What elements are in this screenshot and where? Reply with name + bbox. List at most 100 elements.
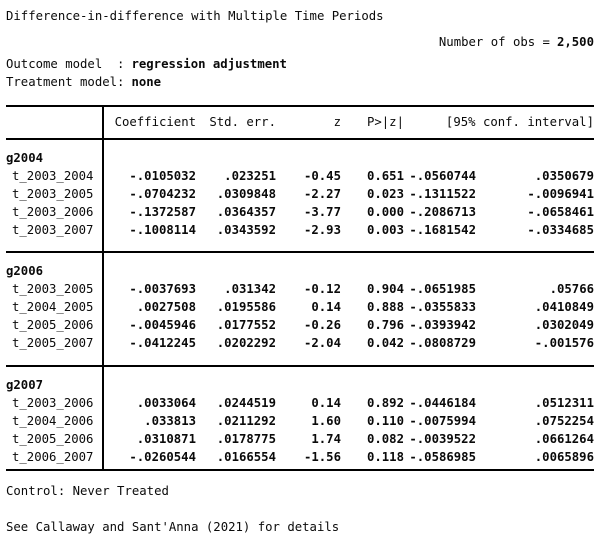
z-cell: 0.14 <box>311 300 341 314</box>
table-row: t_2003_2006 -.1372587 .0364357 -3.77 0.0… <box>6 203 594 221</box>
control-note: Control: Never Treated <box>6 484 169 498</box>
table-row: t_2004_2006 .033813 .0211292 1.60 0.110 … <box>6 412 594 430</box>
std-err-cell: .0309848 <box>216 187 276 201</box>
table-row: t_2005_2007 -.0412245 .0202292 -2.04 0.0… <box>6 334 594 352</box>
col-header-p: P>|z| <box>366 115 404 129</box>
z-cell: -1.56 <box>303 450 341 464</box>
row-label: t_2003_2005 <box>12 282 94 296</box>
ci-low-cell: -.0355833 <box>409 300 476 314</box>
group-label-row: g2007 <box>6 376 594 394</box>
group-g2007: g2007 t_2003_2006 .0033064 .0244519 0.14… <box>6 365 594 469</box>
z-cell: -2.93 <box>303 223 341 237</box>
reference-note: See Callaway and Sant'Anna (2021) for de… <box>6 520 340 534</box>
ci-low-cell: -.1311522 <box>409 187 476 201</box>
std-err-cell: .0177552 <box>216 318 276 332</box>
row-label: t_2003_2006 <box>12 396 94 410</box>
ci-low-cell: -.0393942 <box>409 318 476 332</box>
p-value-cell: 0.110 <box>366 414 404 428</box>
p-value-cell: 0.042 <box>366 336 404 350</box>
ci-low-cell: -.1681542 <box>409 223 476 237</box>
ci-low-cell: -.0560744 <box>409 169 476 183</box>
z-cell: -3.77 <box>303 205 341 219</box>
ci-high-cell: -.0096941 <box>527 187 594 201</box>
group-label-row: g2006 <box>6 262 594 280</box>
obs-value: 2,500 <box>556 35 594 49</box>
row-label: t_2003_2007 <box>12 223 94 237</box>
header-label-spacer <box>6 113 102 131</box>
z-cell: 1.60 <box>311 414 341 428</box>
col-header-conf-interval: [95% conf. interval] <box>445 115 594 129</box>
ci-high-cell: .0302049 <box>534 318 594 332</box>
std-err-cell: .0211292 <box>216 414 276 428</box>
treatment-model-line: Treatment model: none <box>6 73 600 91</box>
col-header-z: z <box>333 115 341 129</box>
coefficient-cell: .0310871 <box>136 432 196 446</box>
ci-low-cell: -.0808729 <box>409 336 476 350</box>
p-value-cell: 0.796 <box>366 318 404 332</box>
coefficient-cell: .033813 <box>144 414 196 428</box>
number-of-obs-line: Number of obs = 2,500 <box>6 33 600 51</box>
table-row: t_2003_2005 -.0037693 .031342 -0.12 0.90… <box>6 280 594 298</box>
ci-low-cell: -.0039522 <box>409 432 476 446</box>
group-label-row: g2004 <box>6 149 594 167</box>
z-cell: -0.26 <box>303 318 341 332</box>
coefficient-cell: -.0037693 <box>129 282 196 296</box>
std-err-cell: .0343592 <box>216 223 276 237</box>
row-label: t_2003_2004 <box>12 169 94 183</box>
table-header-row: Coefficient Std. err. z P>|z| [95% conf.… <box>6 107 594 140</box>
ci-high-cell: -.0334685 <box>527 223 594 237</box>
ci-low-cell: -.0075994 <box>409 414 476 428</box>
p-value-cell: 0.023 <box>366 187 404 201</box>
row-label: t_2006_2007 <box>12 450 94 464</box>
table-row: t_2004_2005 .0027508 .0195586 0.14 0.888… <box>6 298 594 316</box>
row-label: t_2003_2005 <box>12 187 94 201</box>
page-title: Difference-in-difference with Multiple T… <box>6 9 384 23</box>
table-row: t_2005_2006 .0310871 .0178775 1.74 0.082… <box>6 430 594 448</box>
outcome-model-value: regression adjustment <box>131 57 287 71</box>
row-label: t_2005_2006 <box>12 432 94 446</box>
column-divider-rule <box>102 107 104 469</box>
z-cell: -2.27 <box>303 187 341 201</box>
ci-low-cell: -.2086713 <box>409 205 476 219</box>
z-cell: -0.12 <box>303 282 341 296</box>
ci-high-cell: .0661264 <box>534 432 594 446</box>
std-err-cell: .023251 <box>224 169 276 183</box>
ci-low-cell: -.0446184 <box>409 396 476 410</box>
table-row: t_2003_2007 -.1008114 .0343592 -2.93 0.0… <box>6 221 594 239</box>
outcome-model-label: Outcome model : <box>6 57 125 71</box>
z-cell: 0.14 <box>311 396 341 410</box>
ci-high-cell: .0350679 <box>534 169 594 183</box>
table-row: t_2003_2004 -.0105032 .023251 -0.45 0.65… <box>6 167 594 185</box>
ci-high-cell: -.001576 <box>534 336 594 350</box>
z-cell: 1.74 <box>311 432 341 446</box>
std-err-cell: .0166554 <box>216 450 276 464</box>
outcome-model-line: Outcome model : regression adjustment <box>6 55 600 73</box>
p-value-cell: 0.000 <box>366 205 404 219</box>
table-row: t_2003_2005 -.0704232 .0309848 -2.27 0.0… <box>6 185 594 203</box>
p-value-cell: 0.892 <box>366 396 404 410</box>
ci-high-cell: -.0658461 <box>527 205 594 219</box>
group-label: g2007 <box>6 378 44 392</box>
table-row: t_2003_2006 .0033064 .0244519 0.14 0.892… <box>6 394 594 412</box>
row-label: t_2004_2005 <box>12 300 94 314</box>
row-label: t_2003_2006 <box>12 205 94 219</box>
std-err-cell: .0178775 <box>216 432 276 446</box>
group-g2006: g2006 t_2003_2005 -.0037693 .031342 -0.1… <box>6 251 594 365</box>
treatment-model-value: none <box>131 75 162 89</box>
p-value-cell: 0.082 <box>366 432 404 446</box>
std-err-cell: .0202292 <box>216 336 276 350</box>
p-value-cell: 0.003 <box>366 223 404 237</box>
p-value-cell: 0.118 <box>366 450 404 464</box>
std-err-cell: .0195586 <box>216 300 276 314</box>
results-table: Coefficient Std. err. z P>|z| [95% conf.… <box>6 105 594 471</box>
row-label: t_2005_2007 <box>12 336 94 350</box>
obs-label: Number of obs = <box>438 35 550 49</box>
coefficient-cell: -.0412245 <box>129 336 196 350</box>
treatment-model-label: Treatment model: <box>6 75 125 89</box>
table-row: t_2005_2006 -.0045946 .0177552 -0.26 0.7… <box>6 316 594 334</box>
p-value-cell: 0.651 <box>366 169 404 183</box>
ci-high-cell: .0065896 <box>534 450 594 464</box>
group-g2004: g2004 t_2003_2004 -.0105032 .023251 -0.4… <box>6 140 594 251</box>
col-header-coefficient: Coefficient <box>114 115 196 129</box>
